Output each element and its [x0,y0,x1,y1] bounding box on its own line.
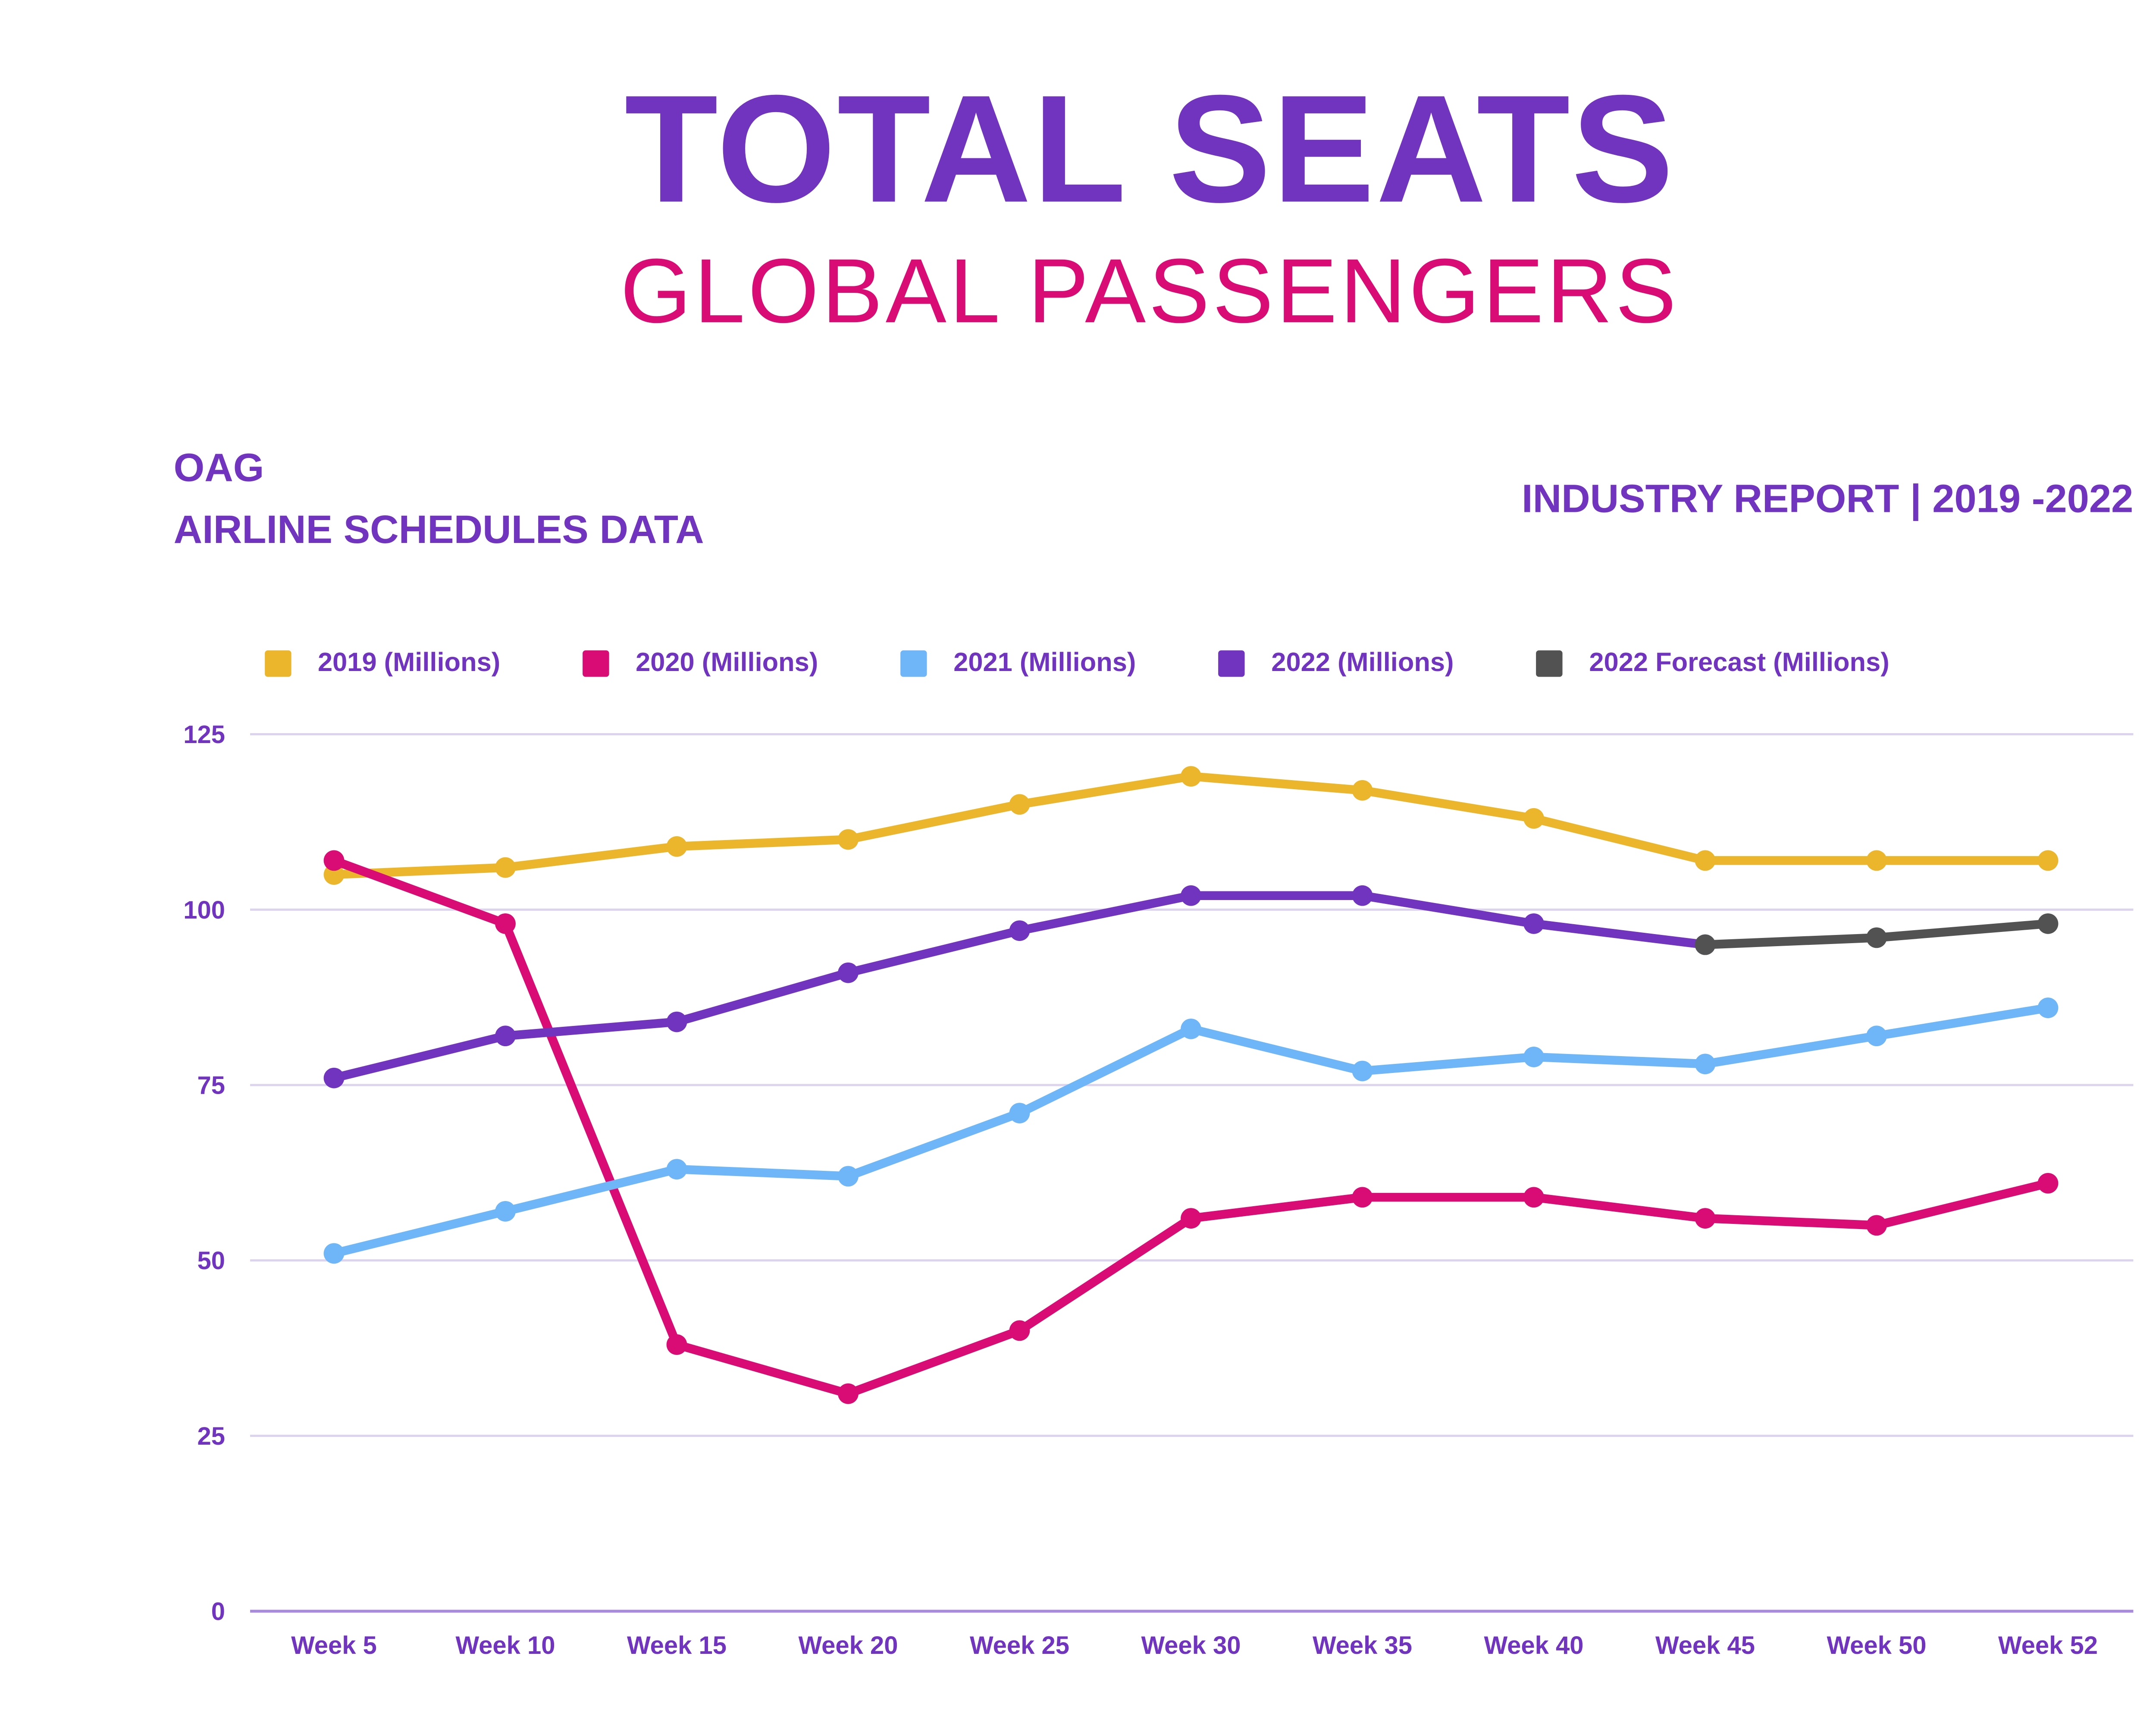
chart-title: TOTAL SEATS [624,65,1675,235]
data-point-2020-millions [1009,1320,1030,1341]
data-point-2019-millions [1523,808,1544,829]
legend-swatch-2021 [900,649,927,676]
data-point-2021-millions [1866,1026,1887,1047]
legend-label-2022: 2022 (Millions) [1271,647,1454,677]
legend-item-2020: 2020 (Millions) [583,647,818,678]
legend-swatch-2019 [265,649,291,676]
x-tick-label: Week 10 [455,1631,555,1659]
data-point-2021-millions [1523,1047,1544,1067]
data-point-2022-millions [1181,885,1201,906]
x-tick-label: Week 5 [291,1631,377,1659]
legend-item-2022: 2022 (Millions) [1218,647,1454,678]
y-tick-label: 125 [183,721,225,749]
legend-label-2022-forecast: 2022 Forecast (Millions) [1589,647,1890,677]
data-point-2022-millions [1523,913,1544,934]
data-point-2019-millions [838,829,859,850]
x-tick-label: Week 15 [627,1631,727,1659]
legend-label-2020: 2020 (Millions) [636,647,818,677]
data-point-2020-millions [1523,1187,1544,1208]
data-point-2019-millions [495,857,516,878]
data-point-2019-millions [1866,850,1887,871]
data-point-2021-millions [838,1166,859,1187]
data-point-2021-millions [495,1201,516,1222]
source-description: AIRLINE SCHEDULES DATA [173,508,704,552]
data-point-2022-millions [838,962,859,983]
data-point-2020-millions [1695,1208,1716,1229]
x-tick-label: Week 52 [1998,1631,2098,1659]
data-point-2021-millions [2037,997,2059,1018]
legend-item-2022-forecast: 2022 Forecast (Millions) [1536,647,1890,678]
data-point-2019-millions [1695,850,1716,871]
data-point-2021-millions [1352,1060,1373,1082]
y-tick-label: 0 [211,1598,225,1626]
data-point-2022-forecast-millions [1695,934,1716,955]
x-tick-label: Week 40 [1484,1631,1583,1659]
y-tick-label: 75 [197,1071,226,1099]
data-point-2022-millions [323,1067,345,1088]
data-point-2019-millions [1009,794,1030,815]
source-name: OAG [173,445,264,490]
legend-item-2019: 2019 (Millions) [265,647,500,678]
data-point-2021-millions [666,1159,687,1180]
data-point-2019-millions [666,836,687,857]
legend-label-2021: 2021 (Millions) [953,647,1136,677]
report-label: INDUSTRY REPORT | 2019 -2022 [1521,477,2134,521]
data-point-2021-millions [323,1243,345,1264]
data-point-2022-millions [1009,920,1030,941]
data-point-2020-millions [2037,1173,2059,1194]
data-point-2022-forecast-millions [1866,927,1887,948]
x-tick-label: Week 50 [1827,1631,1926,1659]
series-line-2019-millions [329,772,2053,879]
data-point-2020-millions [1352,1187,1373,1208]
data-point-2020-millions [666,1334,687,1355]
x-tick-label: Week 25 [970,1631,1069,1659]
x-tick-label: Week 20 [798,1631,898,1659]
chart-subtitle: GLOBAL PASSENGERS [620,241,1680,343]
data-point-2020-millions [838,1383,859,1404]
y-tick-label: 50 [197,1247,226,1275]
legend-swatch-2022-forecast [1536,649,1563,676]
data-point-2019-millions [1181,766,1201,787]
data-point-2022-millions [495,1026,516,1047]
data-point-2020-millions [1181,1208,1201,1229]
data-point-2021-millions [1009,1103,1030,1123]
x-tick-label: Week 35 [1313,1631,1412,1659]
data-point-2020-millions [1866,1215,1887,1236]
data-point-2020-millions [495,913,516,934]
data-point-2020-millions [323,850,345,871]
x-tick-label: Week 30 [1141,1631,1241,1659]
data-point-2022-forecast-millions [2037,913,2059,934]
y-tick-label: 25 [197,1422,226,1450]
y-tick-label: 100 [183,896,225,924]
data-point-2021-millions [1181,1018,1201,1039]
legend: 2019 (Millions) 2020 (Millions) 2021 (Mi… [265,647,1972,678]
legend-item-2021: 2021 (Millions) [900,647,1136,678]
x-tick-label: Week 45 [1655,1631,1755,1659]
data-point-2022-millions [666,1011,687,1032]
data-point-2019-millions [2037,850,2059,871]
legend-swatch-2020 [583,649,609,676]
legend-label-2019: 2019 (Millions) [317,647,501,677]
legend-swatch-2022 [1218,649,1245,676]
data-point-2021-millions [1695,1054,1716,1075]
data-point-2019-millions [1352,780,1373,801]
data-point-2022-millions [1352,885,1373,906]
